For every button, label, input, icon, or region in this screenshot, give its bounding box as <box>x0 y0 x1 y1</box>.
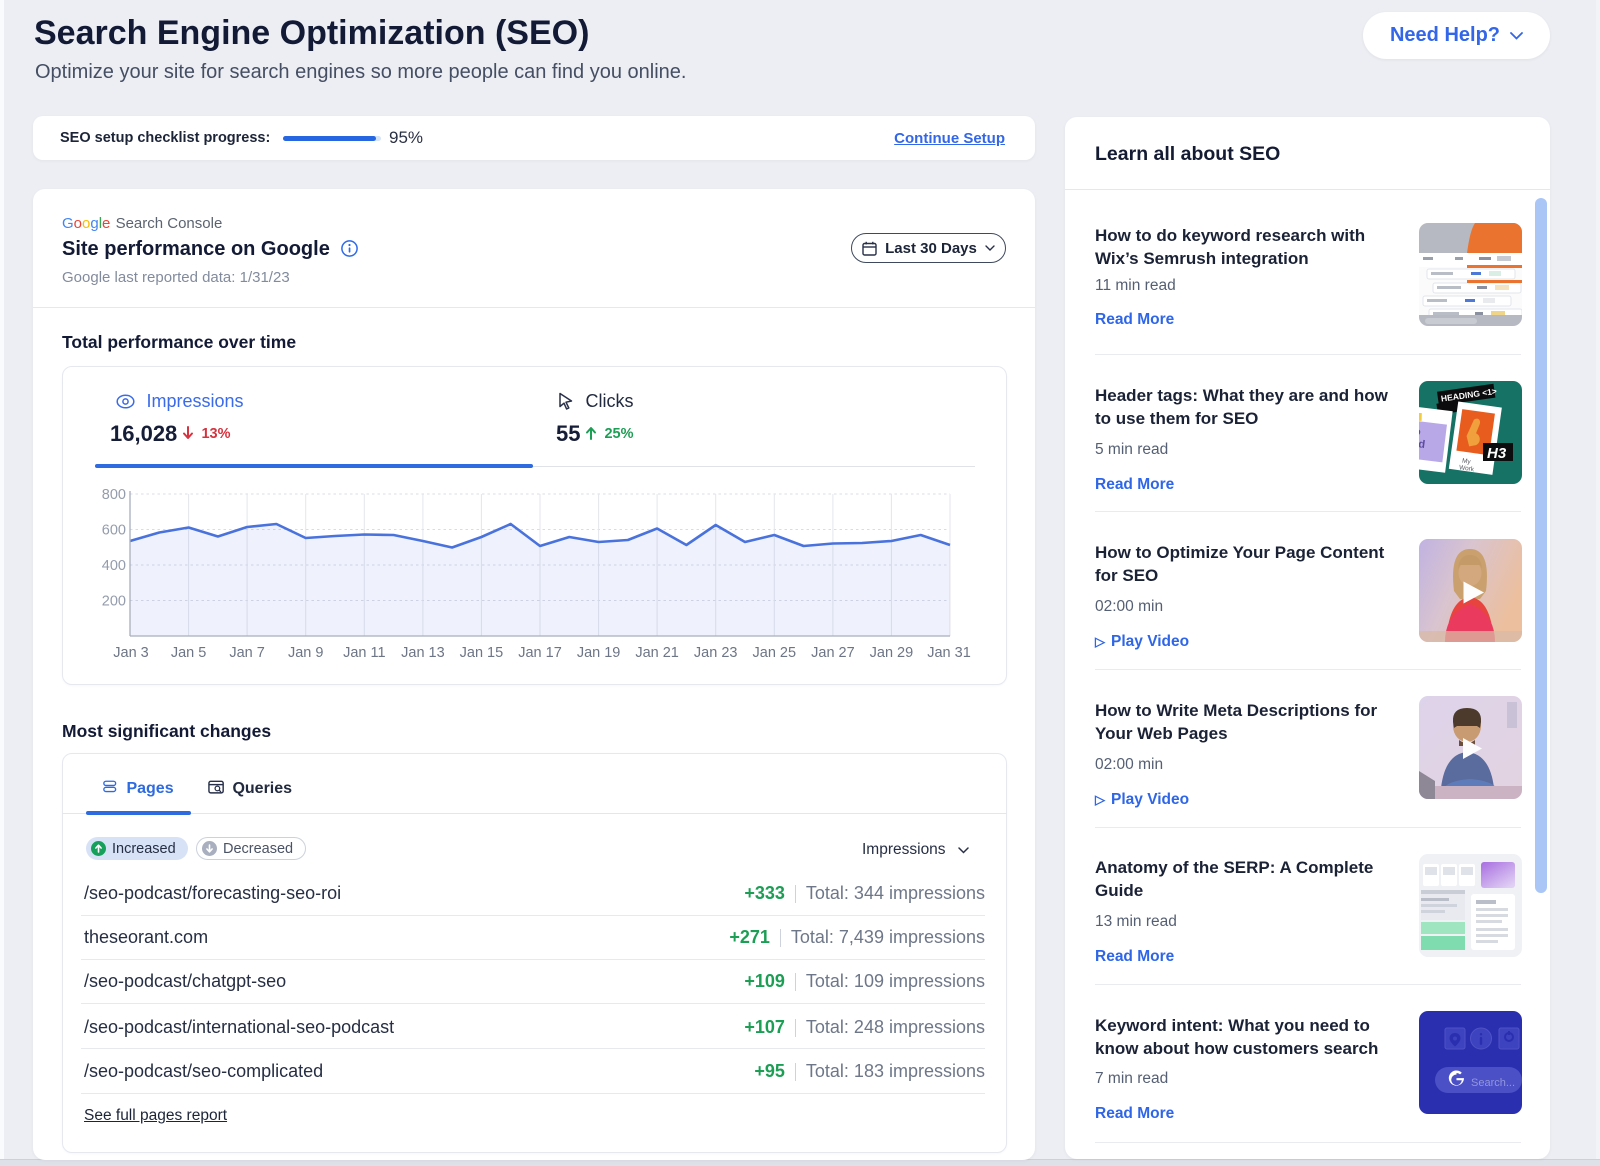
svg-text:llo: llo <box>1419 425 1422 439</box>
svg-text:Jan 19: Jan 19 <box>577 645 621 661</box>
svg-text:Jan 25: Jan 25 <box>753 645 797 661</box>
svg-text:200: 200 <box>102 594 126 610</box>
svg-text:Search...: Search... <box>1471 1077 1515 1089</box>
svg-text:Jan 31: Jan 31 <box>927 645 971 661</box>
svg-text:Jan 17: Jan 17 <box>518 645 562 661</box>
svg-text:H3: H3 <box>1487 445 1507 462</box>
svg-text:Jan 13: Jan 13 <box>401 645 445 661</box>
svg-text:My: My <box>1462 458 1472 466</box>
svg-text:Jan 7: Jan 7 <box>229 645 264 661</box>
svg-text:Jan 29: Jan 29 <box>870 645 914 661</box>
svg-text:Jan 27: Jan 27 <box>811 645 855 661</box>
svg-text:Jan 3: Jan 3 <box>113 645 148 661</box>
svg-text:Jan 9: Jan 9 <box>288 645 323 661</box>
svg-text:Jan 11: Jan 11 <box>343 645 385 661</box>
svg-text:600: 600 <box>102 523 126 539</box>
svg-text:400: 400 <box>102 558 126 574</box>
svg-text:Jan 21: Jan 21 <box>635 645 679 661</box>
svg-text:Jan 5: Jan 5 <box>171 645 206 661</box>
svg-text:Jan 23: Jan 23 <box>694 645 738 661</box>
svg-text:Work: Work <box>1459 464 1476 473</box>
svg-text:800: 800 <box>102 487 126 503</box>
svg-text:orld: orld <box>1419 437 1426 451</box>
svg-text:Jan 15: Jan 15 <box>460 645 504 661</box>
